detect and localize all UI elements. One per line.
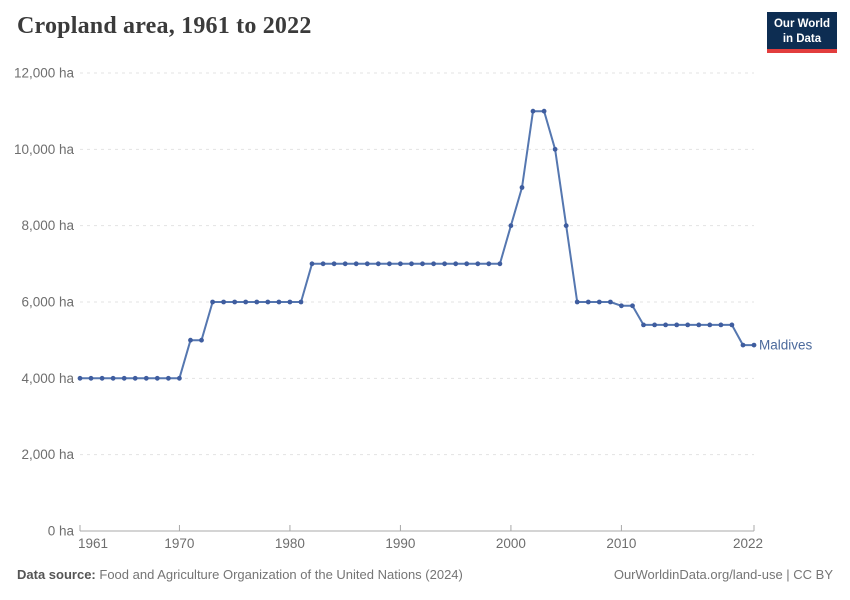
data-point[interactable] <box>563 223 569 229</box>
data-point[interactable] <box>652 322 657 328</box>
data-point[interactable] <box>265 299 271 305</box>
data-point[interactable] <box>243 299 249 305</box>
data-point[interactable] <box>464 261 470 267</box>
data-point[interactable] <box>287 299 293 305</box>
data-point[interactable] <box>342 261 348 267</box>
x-axis-tick-label: 2000 <box>496 536 526 551</box>
data-point[interactable] <box>552 146 558 152</box>
data-point[interactable] <box>541 108 547 114</box>
data-point[interactable] <box>364 261 370 267</box>
data-point[interactable] <box>221 299 227 305</box>
data-point[interactable] <box>254 299 260 305</box>
x-axis-tick-label: 1980 <box>275 536 305 551</box>
data-point[interactable] <box>619 303 624 309</box>
data-point[interactable] <box>508 223 514 229</box>
data-point[interactable] <box>608 299 613 305</box>
series-line-maldives[interactable] <box>80 110 754 380</box>
data-point[interactable] <box>475 261 481 267</box>
y-axis-tick-label: 0 ha <box>48 524 75 539</box>
data-point[interactable] <box>276 299 282 305</box>
data-point[interactable] <box>574 299 580 305</box>
data-point[interactable] <box>420 261 425 267</box>
data-point[interactable] <box>641 322 646 328</box>
data-point[interactable] <box>530 108 536 114</box>
chart-footer: Data source: Food and Agriculture Organi… <box>17 567 833 582</box>
data-point[interactable] <box>199 337 204 343</box>
data-point[interactable] <box>497 261 503 267</box>
y-axis-tick-label: 4,000 ha <box>21 371 74 386</box>
owid-logo[interactable]: Our World in Data <box>766 12 837 54</box>
data-point[interactable] <box>431 261 436 267</box>
data-point[interactable] <box>685 322 691 328</box>
data-point[interactable] <box>519 185 525 190</box>
x-axis-tick-label: 2010 <box>606 536 636 551</box>
y-axis-tick-label: 10,000 ha <box>14 142 75 157</box>
x-axis-tick-label: 1990 <box>385 536 415 551</box>
data-point[interactable] <box>375 261 381 267</box>
data-point[interactable] <box>585 299 591 305</box>
owid-logo-line1: Our World <box>773 18 830 30</box>
y-axis-tick-label: 6,000 ha <box>21 295 74 310</box>
data-source-label: Data source: <box>17 567 96 582</box>
owid-logo-line2: in Data <box>782 32 822 45</box>
x-axis-tick-label: 1970 <box>164 536 194 551</box>
data-point[interactable] <box>718 322 724 328</box>
data-point[interactable] <box>77 375 83 381</box>
data-point[interactable] <box>486 261 492 267</box>
data-point[interactable] <box>696 322 702 328</box>
series-label-maldives[interactable]: Maldives <box>759 338 813 353</box>
data-point[interactable] <box>232 299 238 305</box>
data-point[interactable] <box>166 375 171 381</box>
data-source-note: Data source: Food and Agriculture Organi… <box>17 567 463 582</box>
data-point[interactable] <box>132 375 138 381</box>
y-axis-tick-label: 12,000 ha <box>14 66 75 81</box>
data-point[interactable] <box>121 375 127 381</box>
data-point[interactable] <box>630 303 635 309</box>
data-point[interactable] <box>663 322 668 328</box>
data-point[interactable] <box>210 299 216 305</box>
data-point[interactable] <box>387 261 392 267</box>
data-point[interactable] <box>596 299 602 305</box>
data-point[interactable] <box>353 261 359 267</box>
data-point[interactable] <box>154 375 160 381</box>
data-point[interactable] <box>729 322 735 328</box>
data-point[interactable] <box>331 261 337 267</box>
data-point[interactable] <box>409 261 414 267</box>
data-point[interactable] <box>453 261 459 267</box>
data-point[interactable] <box>309 261 315 267</box>
data-point[interactable] <box>320 261 326 267</box>
data-point[interactable] <box>707 322 713 328</box>
credit-link[interactable]: OurWorldinData.org/land-use | CC BY <box>613 567 833 582</box>
data-point[interactable] <box>398 261 403 267</box>
x-axis-tick-label: 1961 <box>78 536 108 551</box>
data-source-text: Food and Agriculture Organization of the… <box>99 567 463 582</box>
data-point[interactable] <box>442 261 447 267</box>
data-point[interactable] <box>751 342 757 348</box>
data-point[interactable] <box>177 375 182 381</box>
data-point[interactable] <box>740 342 746 348</box>
data-point[interactable] <box>88 375 94 381</box>
data-point[interactable] <box>99 375 105 381</box>
x-axis-tick-label: 2022 <box>733 536 763 551</box>
data-point[interactable] <box>298 299 304 305</box>
data-point[interactable] <box>143 375 149 381</box>
data-point[interactable] <box>110 375 116 381</box>
data-point[interactable] <box>188 337 193 343</box>
y-axis-tick-label: 8,000 ha <box>21 218 74 233</box>
data-point[interactable] <box>674 322 680 328</box>
y-axis-tick-label: 2,000 ha <box>21 447 74 462</box>
chart-title: Cropland area, 1961 to 2022 <box>17 13 312 39</box>
